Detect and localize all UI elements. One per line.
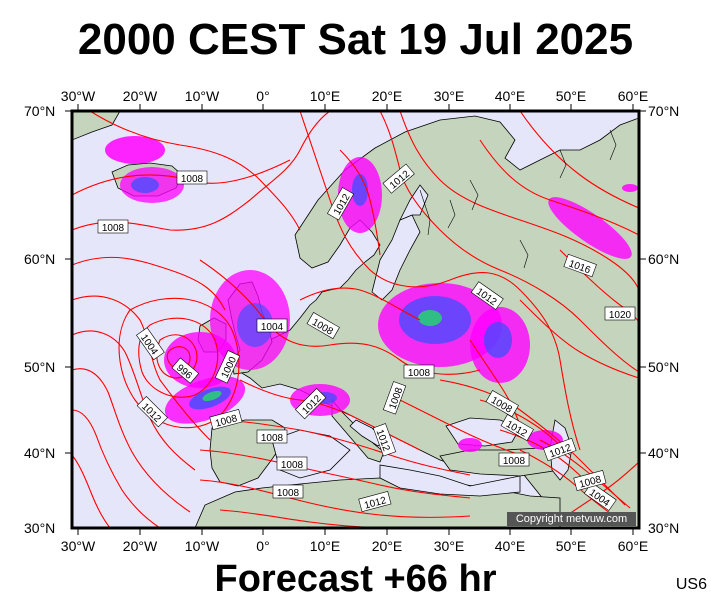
- lon-label-top: 30°W: [60, 88, 96, 104]
- lon-label-bottom: 30°E: [433, 538, 465, 554]
- lat-label-left: 40°N: [24, 445, 56, 461]
- lat-label-right: 30°N: [648, 520, 680, 536]
- chart-title: 2000 CEST Sat 19 Jul 2025: [77, 15, 634, 64]
- map-frame: [70, 109, 641, 530]
- lon-label-top: 60°E: [617, 88, 649, 104]
- precipitation-areas: [105, 136, 638, 452]
- lat-label-right: 40°N: [648, 445, 680, 461]
- lon-label-bottom: 0°: [256, 538, 270, 554]
- lat-label-right: 60°N: [648, 251, 680, 267]
- lon-label-bottom: 40°E: [494, 538, 526, 554]
- lon-label-bottom: 60°E: [617, 538, 649, 554]
- coastline-details: [419, 129, 617, 269]
- lat-label-left: 60°N: [24, 251, 56, 267]
- lon-label-bottom: 20°W: [122, 538, 158, 554]
- lon-label-bottom: 10°W: [184, 538, 220, 554]
- isobar-label: 1008: [277, 488, 300, 499]
- lon-label-top: 10°W: [184, 88, 220, 104]
- isobar-label: 1004: [261, 322, 284, 333]
- copyright-notice: Copyright metvuw.com: [507, 512, 636, 526]
- lon-label-top: 10°E: [309, 88, 341, 104]
- frame-ticks: [65, 104, 646, 535]
- lon-label-top: 40°E: [494, 88, 526, 104]
- lon-label-bottom: 50°E: [555, 538, 587, 554]
- lon-label-top: 0°: [256, 88, 270, 104]
- lat-label-left: 70°N: [24, 103, 56, 119]
- isobar-label: 1008: [181, 174, 204, 185]
- lat-label-right: 50°N: [648, 359, 680, 375]
- isobar-label: 1008: [281, 460, 304, 471]
- lon-label-bottom: 10°E: [309, 538, 341, 554]
- lon-label-bottom: 20°E: [371, 538, 403, 554]
- isobar-labels: 1008 1008 1012 1012 1016 1020 1004 1008 …: [97, 163, 636, 513]
- lon-label-top: 20°E: [371, 88, 403, 104]
- isobar-label: 1008: [503, 456, 526, 467]
- forecast-label: Forecast +66 hr: [214, 558, 497, 600]
- lon-label-top: 20°W: [122, 88, 158, 104]
- model-code: US6: [675, 576, 707, 593]
- lon-label-top: 50°E: [555, 88, 587, 104]
- isobar-label: 1008: [102, 223, 125, 234]
- isobar-label: 1008: [261, 433, 284, 444]
- lat-label-right: 70°N: [648, 103, 680, 119]
- lon-label-top: 30°E: [433, 88, 465, 104]
- isobar-label: 1020: [609, 310, 632, 321]
- lon-label-bottom: 30°W: [60, 538, 96, 554]
- lat-label-left: 50°N: [24, 359, 56, 375]
- lat-label-left: 30°N: [24, 520, 56, 536]
- isobar-label: 1008: [408, 368, 431, 379]
